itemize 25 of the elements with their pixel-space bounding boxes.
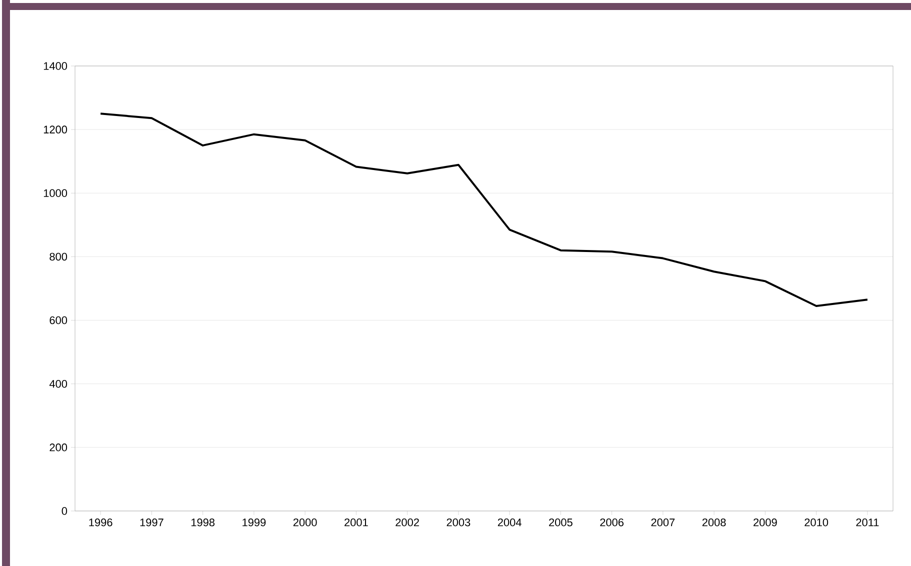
x-tick-label: 1998 bbox=[191, 518, 215, 526]
y-tick-label: 600 bbox=[50, 316, 68, 324]
y-tick-label: 1400 bbox=[44, 62, 68, 70]
x-tick-label: 2001 bbox=[344, 518, 368, 526]
y-tick-label: 1000 bbox=[44, 189, 68, 198]
x-tick-label: 2005 bbox=[549, 518, 572, 526]
x-tick-label: 2004 bbox=[498, 518, 522, 526]
x-tick-label: 2007 bbox=[651, 518, 675, 526]
x-tick-label: 1996 bbox=[89, 518, 112, 526]
line-series bbox=[100, 112, 868, 307]
x-tick-label: 2002 bbox=[396, 518, 419, 526]
x-tick-label: 2003 bbox=[446, 518, 470, 526]
y-tick-label: 400 bbox=[49, 380, 68, 388]
x-tick-label: 2009 bbox=[754, 518, 777, 526]
y-tick-label: 0 bbox=[62, 507, 68, 515]
x-tick-label: 2008 bbox=[702, 518, 726, 526]
x-tick-label: 2006 bbox=[600, 518, 624, 526]
y-tick-label: 800 bbox=[50, 252, 68, 261]
x-tick-label: 2011 bbox=[856, 518, 879, 526]
x-tick-label: 2000 bbox=[293, 518, 317, 526]
y-tick-label: 1200 bbox=[44, 126, 68, 134]
x-tick-label: 2010 bbox=[804, 518, 828, 526]
x-tick-label: 1997 bbox=[140, 518, 164, 526]
y-tick-label: 200 bbox=[50, 444, 68, 452]
x-tick-label: 1999 bbox=[242, 518, 266, 526]
